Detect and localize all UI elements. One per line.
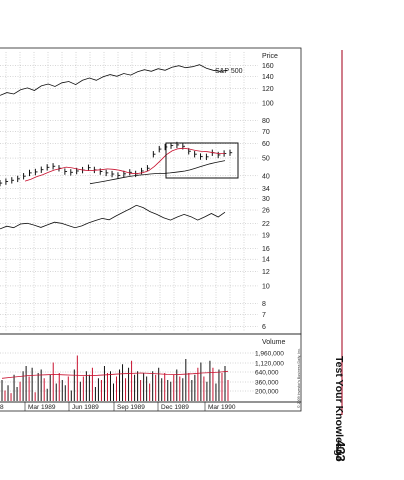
x-tick-label: Dec 1989 [161,404,189,411]
volume-tick-label: 200,000 [255,389,279,396]
price-y-ticks: 160 140 120 100 80 70 60 50 40 34 30 26 22 19 16 14 12 10… [262,63,274,331]
price-tick-label: 14 [262,257,270,264]
volume-tick-label: 1,120,000 [255,361,284,368]
x-tick-label: Jun 1989 [72,404,99,411]
price-tick-label: 34 [262,186,270,193]
price-tick-label: 120 [262,86,274,93]
x-axis: 8 Mar 1989 Jun 1989 Sep 1989 Dec 1989 Mar 199… [0,401,302,412]
volume-y-ticks: 1,960,000 1,120,000 640,000 360,000 200,000 [255,351,284,396]
volume-moving-average [1,370,229,379]
relative-strength-line [0,204,226,230]
volume-ma-line [1,370,229,379]
price-moving-average-black [89,160,226,185]
sp500-label: S&P 500 [215,68,243,75]
price-tick-label: 100 [262,100,274,107]
x-axis-frame [0,401,302,412]
price-tick-label: 7 [262,312,266,319]
price-tick-label: 12 [262,269,270,276]
price-tick-label: 19 [262,232,270,239]
price-tick-label: 160 [262,63,274,70]
x-tick-label: 8 [0,404,4,411]
volume-tick-label: 1,960,000 [255,351,284,358]
price-moving-average-red [24,147,226,182]
x-tick-label: Mar 1990 [208,404,236,411]
price-tick-label: 6 [262,324,266,331]
price-grid [0,52,258,332]
running-head: Test Your Knowledge [333,356,345,462]
price-axis-label: Price [262,53,278,60]
copyright-notice: © 2009 Investor's Business Daily, Inc. [297,348,301,408]
x-tick-labels: 8 Mar 1989 Jun 1989 Sep 1989 Dec 1989 Mar 199… [0,402,236,411]
price-series [0,64,233,230]
sp500-line [0,64,228,96]
price-tick-label: 140 [262,74,274,81]
price-tick-label: 80 [262,118,270,125]
highlight-box [165,142,239,179]
price-tick-label: 70 [262,129,270,136]
x-tick-label: Sep 1989 [117,404,145,411]
price-tick-label: 22 [262,221,270,228]
price-tick-label: 40 [262,173,270,180]
price-tick-label: 10 [262,283,270,290]
volume-panel: Volume 1,960,000 1,120,000 640,000 360,000 2… [0,333,302,403]
x-tick-label: Mar 1989 [28,404,56,411]
volume-tick-label: 640,000 [255,370,279,377]
price-tick-label: 16 [262,246,270,253]
volume-axis-label: Volume [262,339,285,346]
page-number: 433 [333,440,348,462]
price-tick-label: 8 [262,301,266,308]
price-tick-label: 50 [262,156,270,163]
price-panel: 160 140 120 100 80 70 60 50 40 34 30 26 22 19 16 14 12 10… [0,47,302,335]
price-tick-label: 30 [262,196,270,203]
price-tick-label: 26 [262,208,270,215]
volume-tick-label: 360,000 [255,380,279,387]
price-tick-label: 60 [262,141,270,148]
